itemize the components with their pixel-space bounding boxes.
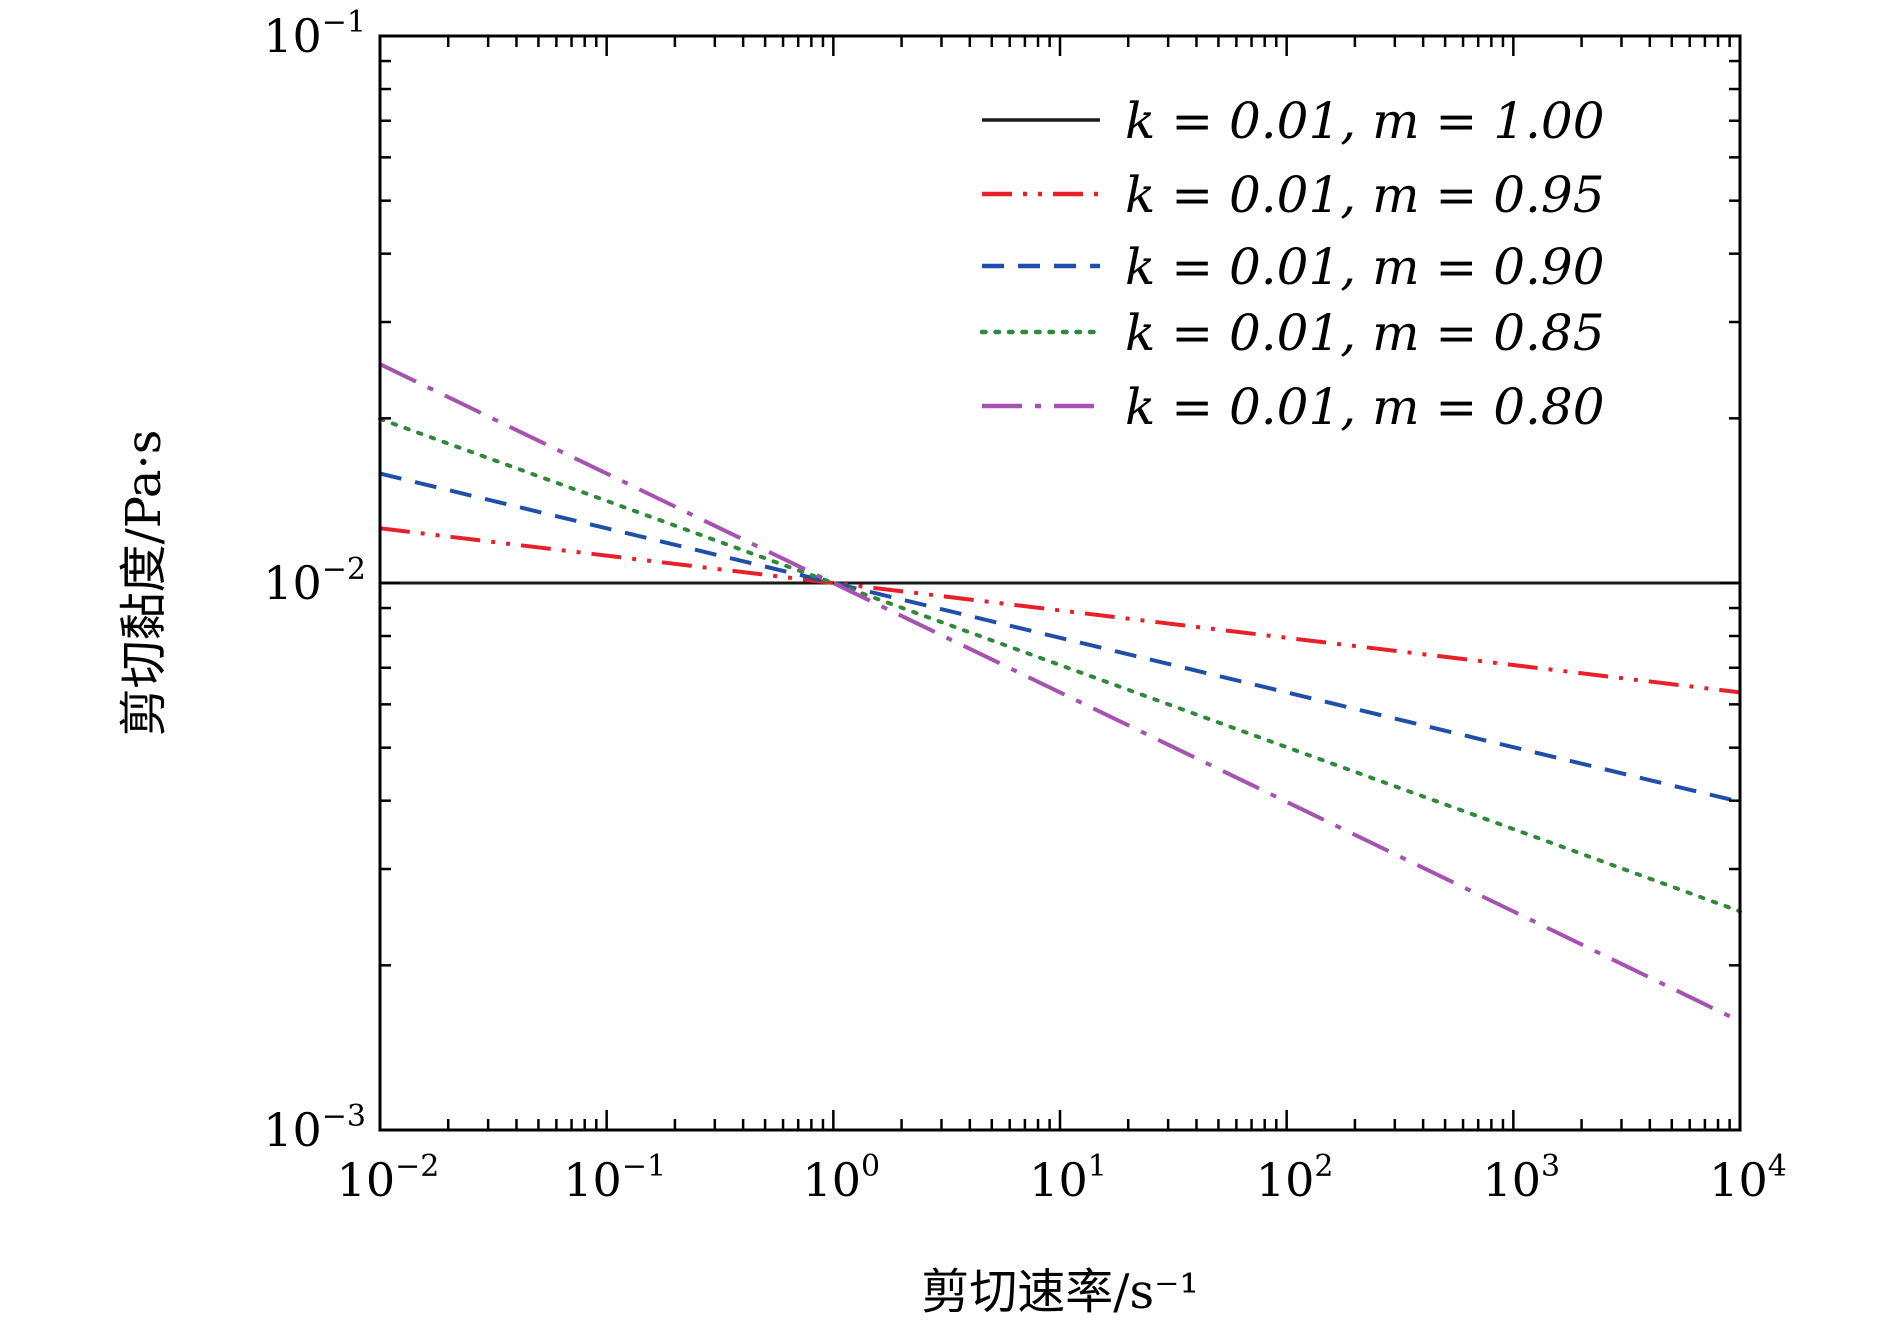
- x-axis-title: 剪切速率/s⁻¹: [921, 1264, 1198, 1320]
- y-tick-label: 10−1: [263, 5, 366, 63]
- y-tick-label: 10−3: [263, 1099, 366, 1157]
- legend: k = 0.01, m = 1.00 k = 0.01, m = 0.95 k = …: [979, 92, 1605, 436]
- legend-label-3: k = 0.01, m = 0.85: [1125, 304, 1605, 362]
- x-tick-label: 103: [1483, 1149, 1561, 1207]
- legend-label-4: k = 0.01, m = 0.80: [1125, 378, 1605, 436]
- legend-label-1: k = 0.01, m = 0.95: [1125, 166, 1605, 224]
- legend-label-0: k = 0.01, m = 1.00: [1125, 92, 1605, 150]
- series-line-4: [379, 362, 1741, 1024]
- x-tick-label: 10−2: [337, 1149, 440, 1207]
- series-lines: [378, 362, 1742, 1024]
- x-tick-label: 102: [1256, 1149, 1334, 1207]
- axis-ticks: [378, 34, 1742, 1132]
- x-tick-label: 100: [803, 1149, 881, 1207]
- series-line-2: [379, 471, 1741, 804]
- x-tick-label: 104: [1709, 1149, 1787, 1207]
- series-line-1: [379, 526, 1741, 695]
- series-line-3: [378, 416, 1742, 914]
- y-axis-title: 剪切黏度/Pa·s: [116, 430, 172, 737]
- x-tick-label: 101: [1029, 1149, 1107, 1207]
- legend-label-2: k = 0.01, m = 0.90: [1125, 238, 1605, 296]
- x-tick-label: 10−1: [563, 1149, 666, 1207]
- y-tick-label: 10−2: [263, 552, 366, 610]
